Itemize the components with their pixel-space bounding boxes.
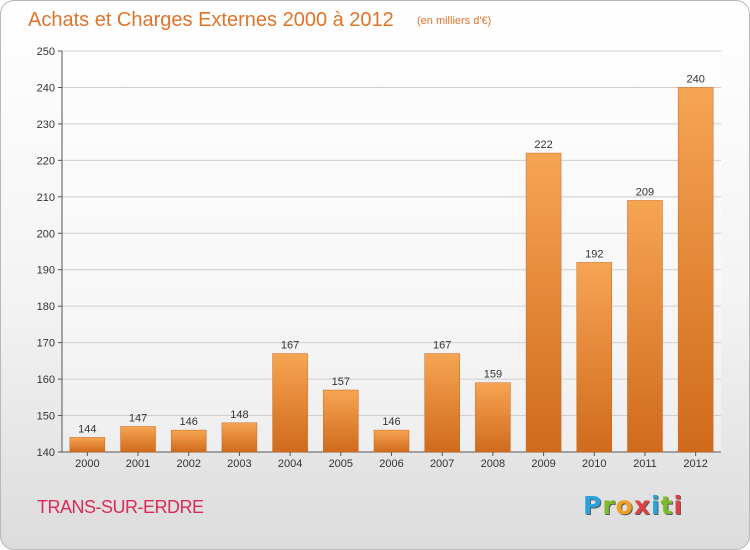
plot-area xyxy=(62,51,721,452)
x-tick-label: 2006 xyxy=(379,458,403,470)
x-tick-label: 2000 xyxy=(75,458,99,470)
bar xyxy=(424,353,460,453)
logo-letter: P xyxy=(583,491,603,520)
bar xyxy=(627,200,663,453)
y-tick-label: 230 xyxy=(37,119,55,131)
bar xyxy=(120,426,156,453)
bar-value-label: 147 xyxy=(129,412,147,424)
x-tick-label: 2009 xyxy=(531,458,555,470)
bar-value-label: 167 xyxy=(281,340,299,352)
x-tick-label: 2005 xyxy=(329,458,353,470)
x-tick-label: 2010 xyxy=(582,458,606,470)
chart-title: Achats et Charges Externes 2000 à 2012 xyxy=(28,9,394,31)
bar xyxy=(475,382,511,453)
logo-letter: i xyxy=(673,491,684,520)
y-tick-label: 250 xyxy=(37,46,55,58)
y-tick-label: 180 xyxy=(37,301,55,313)
logo-letter: i xyxy=(651,491,661,520)
logo-letter: t xyxy=(660,491,674,520)
bar-value-label: 209 xyxy=(636,186,654,198)
x-tick-label: 2011 xyxy=(633,458,657,470)
y-tick-label: 170 xyxy=(37,338,55,350)
proxiti-logo[interactable]: Proxiti xyxy=(583,491,683,520)
chart-subtitle: (en milliers d'€) xyxy=(417,15,492,27)
bar xyxy=(323,389,359,453)
x-tick-label: 2007 xyxy=(430,458,454,470)
x-tick-label: 2002 xyxy=(176,458,200,470)
logo-letter: o xyxy=(615,491,634,520)
bar xyxy=(170,429,207,453)
x-tick-label: 2004 xyxy=(278,458,302,470)
x-tick-label: 2001 xyxy=(126,458,150,470)
y-tick-label: 210 xyxy=(37,192,55,204)
bar-value-label: 240 xyxy=(686,73,704,85)
bar-value-label: 146 xyxy=(382,416,400,428)
x-tick-label: 2003 xyxy=(227,458,251,470)
logo-letter: x xyxy=(633,491,651,520)
bar xyxy=(221,422,258,453)
commune-name: TRANS-SUR-ERDRE xyxy=(37,497,204,517)
x-tick-label: 2012 xyxy=(683,458,707,470)
bar-value-label: 146 xyxy=(180,416,198,428)
bar-value-label: 157 xyxy=(332,376,350,388)
bar-value-label: 222 xyxy=(534,139,552,151)
y-tick-label: 200 xyxy=(37,228,55,240)
bar xyxy=(373,429,410,453)
y-tick-label: 190 xyxy=(37,265,55,277)
bar xyxy=(677,87,714,453)
bar xyxy=(525,152,562,453)
y-tick-label: 160 xyxy=(37,374,55,386)
bar xyxy=(576,262,613,453)
bar-value-label: 144 xyxy=(78,423,96,435)
bar xyxy=(272,353,308,453)
y-tick-label: 140 xyxy=(37,447,55,459)
bar-value-label: 159 xyxy=(484,369,502,381)
y-tick-label: 220 xyxy=(37,155,55,167)
y-tick-label: 240 xyxy=(37,82,55,94)
logo-letter: r xyxy=(602,491,616,520)
bar-value-label: 148 xyxy=(230,409,248,421)
y-tick-label: 150 xyxy=(37,411,55,423)
bar-value-label: 167 xyxy=(433,340,451,352)
bar-value-label: 192 xyxy=(585,248,603,260)
bar xyxy=(69,437,106,453)
x-tick-label: 2008 xyxy=(481,458,505,470)
